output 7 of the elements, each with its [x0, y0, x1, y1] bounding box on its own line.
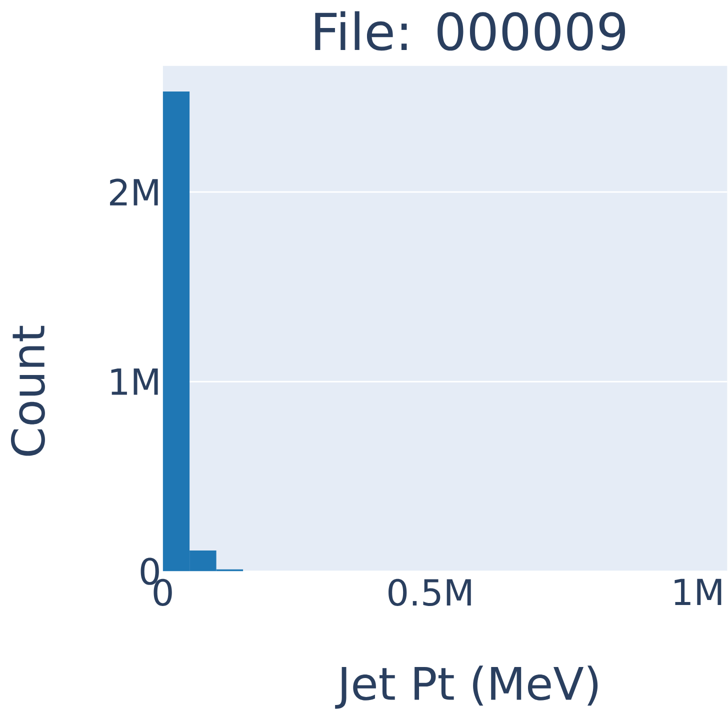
y-tick-label: 2M	[110, 178, 158, 206]
chart-title: File: 000009	[315, 11, 626, 51]
x-axis-title: Jet Pt (MeV)	[335, 666, 598, 709]
y-tick-label: 1M	[111, 368, 158, 395]
y-axis-title: Count	[10, 326, 45, 456]
x-tick-label: 0.5M	[388, 578, 471, 606]
x-tick-label: 1M	[674, 578, 722, 606]
